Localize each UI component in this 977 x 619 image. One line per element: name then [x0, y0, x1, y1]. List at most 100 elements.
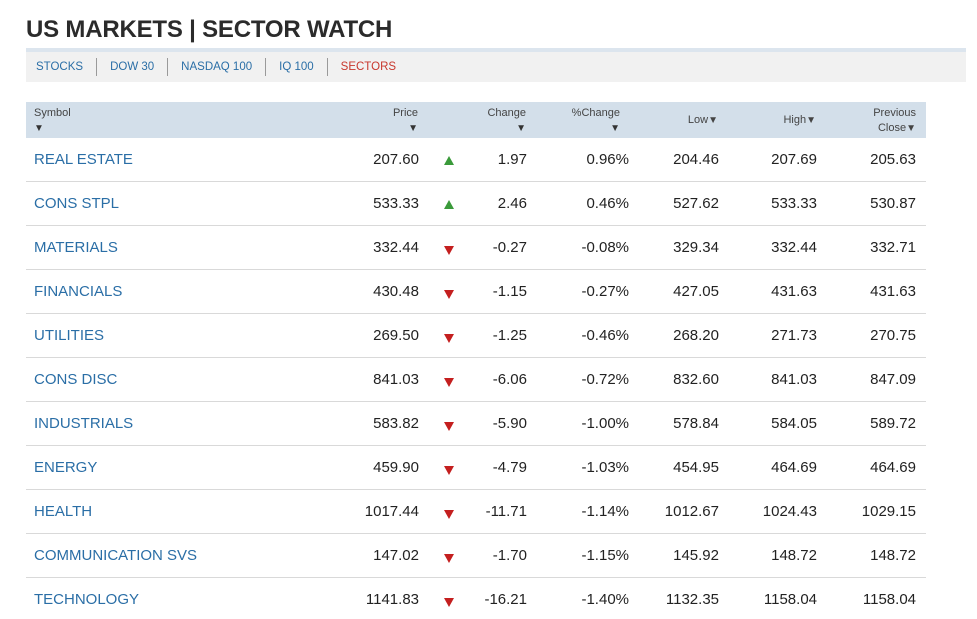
- change-value: -4.79: [492, 459, 527, 476]
- header-change[interactable]: Change ▼: [487, 106, 526, 136]
- tab-stocks[interactable]: STOCKS: [36, 58, 98, 76]
- change-value: -1.25: [492, 327, 527, 344]
- price-value: 533.33: [373, 195, 419, 212]
- table-row[interactable]: ENERGY 459.90 -4.79 -1.03% 454.95 464.69 464.6…: [26, 446, 926, 490]
- price-value: 332.44: [373, 239, 419, 256]
- low-value: 329.34: [673, 239, 719, 256]
- previous-close-value: 530.87: [870, 195, 916, 212]
- header-low-label: Low: [687, 114, 709, 126]
- high-value: 431.63: [771, 283, 817, 300]
- high-value: 1158.04: [763, 591, 817, 608]
- header-price[interactable]: Price ▼: [393, 106, 418, 136]
- pct-change-value: 0.96%: [586, 151, 629, 168]
- table-row[interactable]: INDUSTRIALS 583.82 -5.90 -1.00% 578.84 584.05…: [26, 402, 926, 446]
- triangle-down-icon: [444, 290, 454, 299]
- pct-change-value: 0.46%: [586, 195, 629, 212]
- sector-link[interactable]: CONS STPL: [34, 195, 120, 212]
- sector-link[interactable]: REAL ESTATE: [34, 151, 133, 168]
- sort-arrow-icon: ▼: [610, 123, 620, 134]
- sort-arrow-icon: ▼: [34, 123, 44, 134]
- pct-change-value: -0.08%: [581, 239, 629, 256]
- table-row[interactable]: COMMUNICATION SVS 147.02 -1.70 -1.15% 145.92…: [26, 534, 926, 578]
- high-value: 533.33: [771, 195, 817, 212]
- pct-change-value: -0.27%: [581, 283, 629, 300]
- sector-link[interactable]: CONS DISC: [34, 371, 118, 388]
- low-value: 268.20: [673, 327, 719, 344]
- triangle-up-icon: [444, 156, 454, 165]
- page-title: US MARKETS | SECTOR WATCH: [26, 16, 393, 43]
- low-value: 454.95: [673, 459, 719, 476]
- table-row[interactable]: MATERIALS 332.44 -0.27 -0.08% 329.34 332.44 33…: [26, 226, 926, 270]
- previous-close-value: 589.72: [870, 415, 916, 432]
- sector-link[interactable]: TECHNOLOGY: [34, 591, 140, 608]
- tab-sectors[interactable]: SECTORS: [340, 61, 397, 73]
- table-row[interactable]: TECHNOLOGY 1141.83 -16.21 -1.40% 1132.35 1158…: [26, 578, 926, 619]
- header-close-label: Close: [877, 122, 907, 134]
- high-value: 271.73: [771, 327, 817, 344]
- pct-change-value: -1.15%: [581, 547, 629, 564]
- sector-link[interactable]: INDUSTRIALS: [34, 415, 134, 432]
- pct-change-value: -0.72%: [581, 371, 629, 388]
- triangle-down-icon: [444, 554, 454, 563]
- low-value: 204.46: [673, 151, 719, 168]
- sector-link[interactable]: HEALTH: [34, 503, 93, 520]
- sector-link[interactable]: COMMUNICATION SVS: [34, 547, 198, 564]
- header-price-label: Price: [392, 107, 418, 119]
- triangle-down-icon: [444, 246, 454, 255]
- header-high[interactable]: High▼: [783, 113, 816, 128]
- tab-iq-100[interactable]: IQ 100: [279, 58, 328, 76]
- header-low[interactable]: Low▼: [688, 113, 718, 128]
- table-row[interactable]: CONS DISC 841.03 -6.06 -0.72% 832.60 841.03 84…: [26, 358, 926, 402]
- tab-nasdaq-100[interactable]: NASDAQ 100: [181, 58, 267, 76]
- table-row[interactable]: CONS STPL 533.33 2.46 0.46% 527.62 533.33 530.…: [26, 182, 926, 226]
- price-value: 430.48: [373, 283, 419, 300]
- triangle-down-icon: [444, 378, 454, 387]
- low-value: 427.05: [673, 283, 719, 300]
- title-divider: [26, 48, 966, 52]
- previous-close-value: 464.69: [870, 459, 916, 476]
- change-value: 1.97: [497, 151, 527, 168]
- price-value: 841.03: [373, 371, 419, 388]
- tab-dow-30[interactable]: DOW 30: [110, 58, 169, 76]
- price-value: 1141.83: [365, 591, 419, 608]
- table-body: REAL ESTATE 207.60 1.97 0.96% 204.46 207.69 20…: [26, 138, 926, 619]
- price-value: 583.82: [373, 415, 419, 432]
- previous-close-value: 431.63: [870, 283, 916, 300]
- header-symbol[interactable]: Symbol ▼: [34, 106, 71, 136]
- header-change-label: Change: [487, 107, 526, 119]
- table-row[interactable]: FINANCIALS 430.48 -1.15 -0.27% 427.05 431.63 4…: [26, 270, 926, 314]
- change-value: -6.06: [492, 371, 527, 388]
- change-value: -0.27: [492, 239, 527, 256]
- table-row[interactable]: REAL ESTATE 207.60 1.97 0.96% 204.46 207.69 20…: [26, 138, 926, 182]
- table-row[interactable]: HEALTH 1017.44 -11.71 -1.14% 1012.67 1024.43 1…: [26, 490, 926, 534]
- market-tabs: STOCKS DOW 30 NASDAQ 100 IQ 100 SECTORS: [26, 52, 966, 82]
- header-previous-close[interactable]: Previous Close▼: [873, 106, 916, 136]
- sort-arrow-icon: ▼: [906, 123, 916, 134]
- change-value: 2.46: [497, 195, 527, 212]
- change-value: -16.21: [484, 591, 527, 608]
- high-value: 841.03: [771, 371, 817, 388]
- pct-change-value: -0.46%: [581, 327, 629, 344]
- triangle-down-icon: [444, 466, 454, 475]
- low-value: 145.92: [673, 547, 719, 564]
- price-value: 459.90: [373, 459, 419, 476]
- table-row[interactable]: UTILITIES 269.50 -1.25 -0.46% 268.20 271.73 27…: [26, 314, 926, 358]
- change-value: -1.15: [492, 283, 527, 300]
- pct-change-value: -1.40%: [581, 591, 629, 608]
- previous-close-value: 1029.15: [861, 503, 916, 520]
- sector-link[interactable]: UTILITIES: [34, 327, 105, 344]
- pct-change-value: -1.00%: [581, 415, 629, 432]
- sort-arrow-icon: ▼: [408, 123, 418, 134]
- header-pct-change[interactable]: %Change ▼: [572, 106, 620, 136]
- previous-close-value: 148.72: [870, 547, 916, 564]
- price-value: 269.50: [373, 327, 419, 344]
- triangle-down-icon: [444, 422, 454, 431]
- sector-link[interactable]: MATERIALS: [34, 239, 118, 256]
- sector-link[interactable]: FINANCIALS: [34, 283, 123, 300]
- price-value: 147.02: [373, 547, 419, 564]
- high-value: 148.72: [771, 547, 817, 564]
- low-value: 1012.67: [664, 503, 719, 520]
- price-value: 207.60: [373, 151, 419, 168]
- triangle-up-icon: [444, 200, 454, 209]
- sector-link[interactable]: ENERGY: [34, 459, 98, 476]
